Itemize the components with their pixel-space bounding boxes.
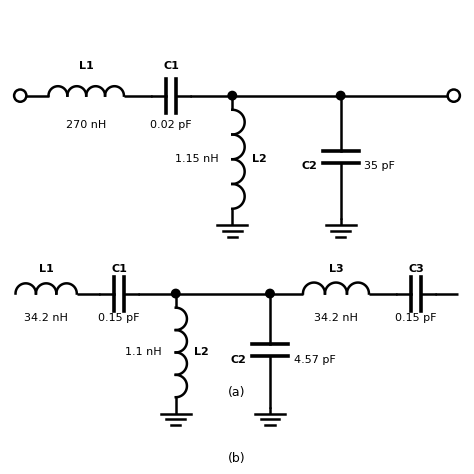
- Text: (b): (b): [228, 452, 246, 465]
- Text: L2: L2: [252, 154, 266, 164]
- Text: L3: L3: [328, 264, 343, 274]
- Text: 270 nH: 270 nH: [66, 120, 106, 130]
- Circle shape: [228, 91, 237, 100]
- Text: 34.2 nH: 34.2 nH: [24, 313, 68, 323]
- Text: C3: C3: [408, 264, 424, 274]
- Text: L2: L2: [194, 347, 209, 357]
- Text: 1.15 nH: 1.15 nH: [174, 154, 218, 164]
- Text: 34.2 nH: 34.2 nH: [314, 313, 358, 323]
- Text: 0.02 pF: 0.02 pF: [150, 120, 192, 130]
- Text: C1: C1: [163, 61, 179, 71]
- Text: C2: C2: [230, 355, 246, 365]
- Text: L1: L1: [79, 61, 93, 71]
- Text: 35 pF: 35 pF: [364, 161, 395, 171]
- Text: C1: C1: [111, 264, 127, 274]
- Text: 1.1 nH: 1.1 nH: [125, 347, 162, 357]
- Text: 4.57 pF: 4.57 pF: [293, 355, 335, 365]
- Text: C2: C2: [301, 161, 317, 171]
- Text: 0.15 pF: 0.15 pF: [99, 313, 140, 323]
- Circle shape: [337, 91, 345, 100]
- Circle shape: [172, 289, 180, 298]
- Text: (a): (a): [228, 386, 246, 399]
- Text: 0.15 pF: 0.15 pF: [395, 313, 437, 323]
- Text: L1: L1: [39, 264, 54, 274]
- Circle shape: [266, 289, 274, 298]
